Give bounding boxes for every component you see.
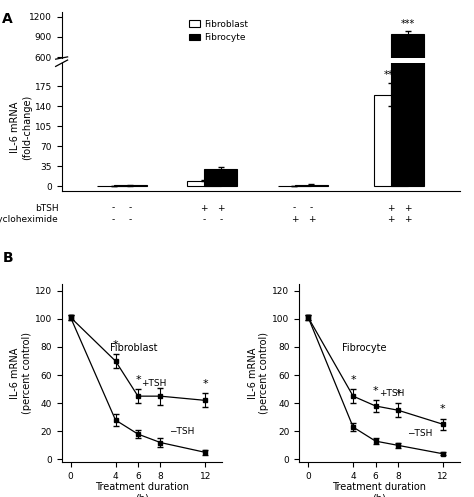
Bar [374,95,408,186]
Bar [392,34,425,98]
Text: −TSH: −TSH [407,429,432,438]
Text: B: B [2,251,13,265]
Bar [204,96,237,98]
Text: +: + [308,215,315,224]
Text: +: + [387,215,395,224]
Bar [187,97,220,98]
Text: *: * [135,375,141,385]
Text: A: A [2,12,13,26]
Text: Cycloheximide: Cycloheximide [0,215,59,224]
Y-axis label: IL-6 mRNA
(percent control): IL-6 mRNA (percent control) [248,332,270,414]
Text: +: + [387,203,395,213]
Y-axis label: IL-6 mRNA
(percent control): IL-6 mRNA (percent control) [10,332,32,414]
Text: *: * [113,340,118,350]
Text: +: + [404,215,411,224]
Text: +TSH: +TSH [379,389,404,398]
Bar [374,87,408,98]
Text: ***: *** [401,19,415,29]
Text: bTSH: bTSH [35,203,59,213]
Text: +: + [291,215,298,224]
Bar [187,180,220,186]
Text: *: * [373,386,378,396]
Text: +: + [217,203,225,213]
Bar [204,169,237,186]
Legend: Fibroblast, Fibrocyte: Fibroblast, Fibrocyte [186,16,251,46]
Text: ***: *** [384,71,398,81]
X-axis label: Treatment duration
(h): Treatment duration (h) [95,482,189,497]
Y-axis label: IL-6 mRNA
(fold-change): IL-6 mRNA (fold-change) [10,94,32,160]
Text: *: * [350,375,356,385]
Text: *: * [395,389,401,399]
Text: +: + [200,203,208,213]
Text: Fibroblast: Fibroblast [110,342,157,352]
Text: -: - [129,203,132,213]
Text: -: - [112,203,115,213]
Text: Fibrocyte: Fibrocyte [342,342,386,352]
Text: +TSH: +TSH [141,379,167,388]
Text: -: - [112,215,115,224]
Text: -: - [219,215,222,224]
Text: -: - [202,215,206,224]
Text: *: * [202,379,208,389]
X-axis label: Treatment duration
(h): Treatment duration (h) [332,482,427,497]
Text: -: - [129,215,132,224]
Bar [295,184,328,186]
Text: -: - [310,203,313,213]
Text: *: * [440,405,446,414]
Bar [392,0,425,186]
Text: -: - [293,203,296,213]
Text: +: + [404,203,411,213]
Bar [114,185,147,186]
Text: −TSH: −TSH [169,426,195,435]
